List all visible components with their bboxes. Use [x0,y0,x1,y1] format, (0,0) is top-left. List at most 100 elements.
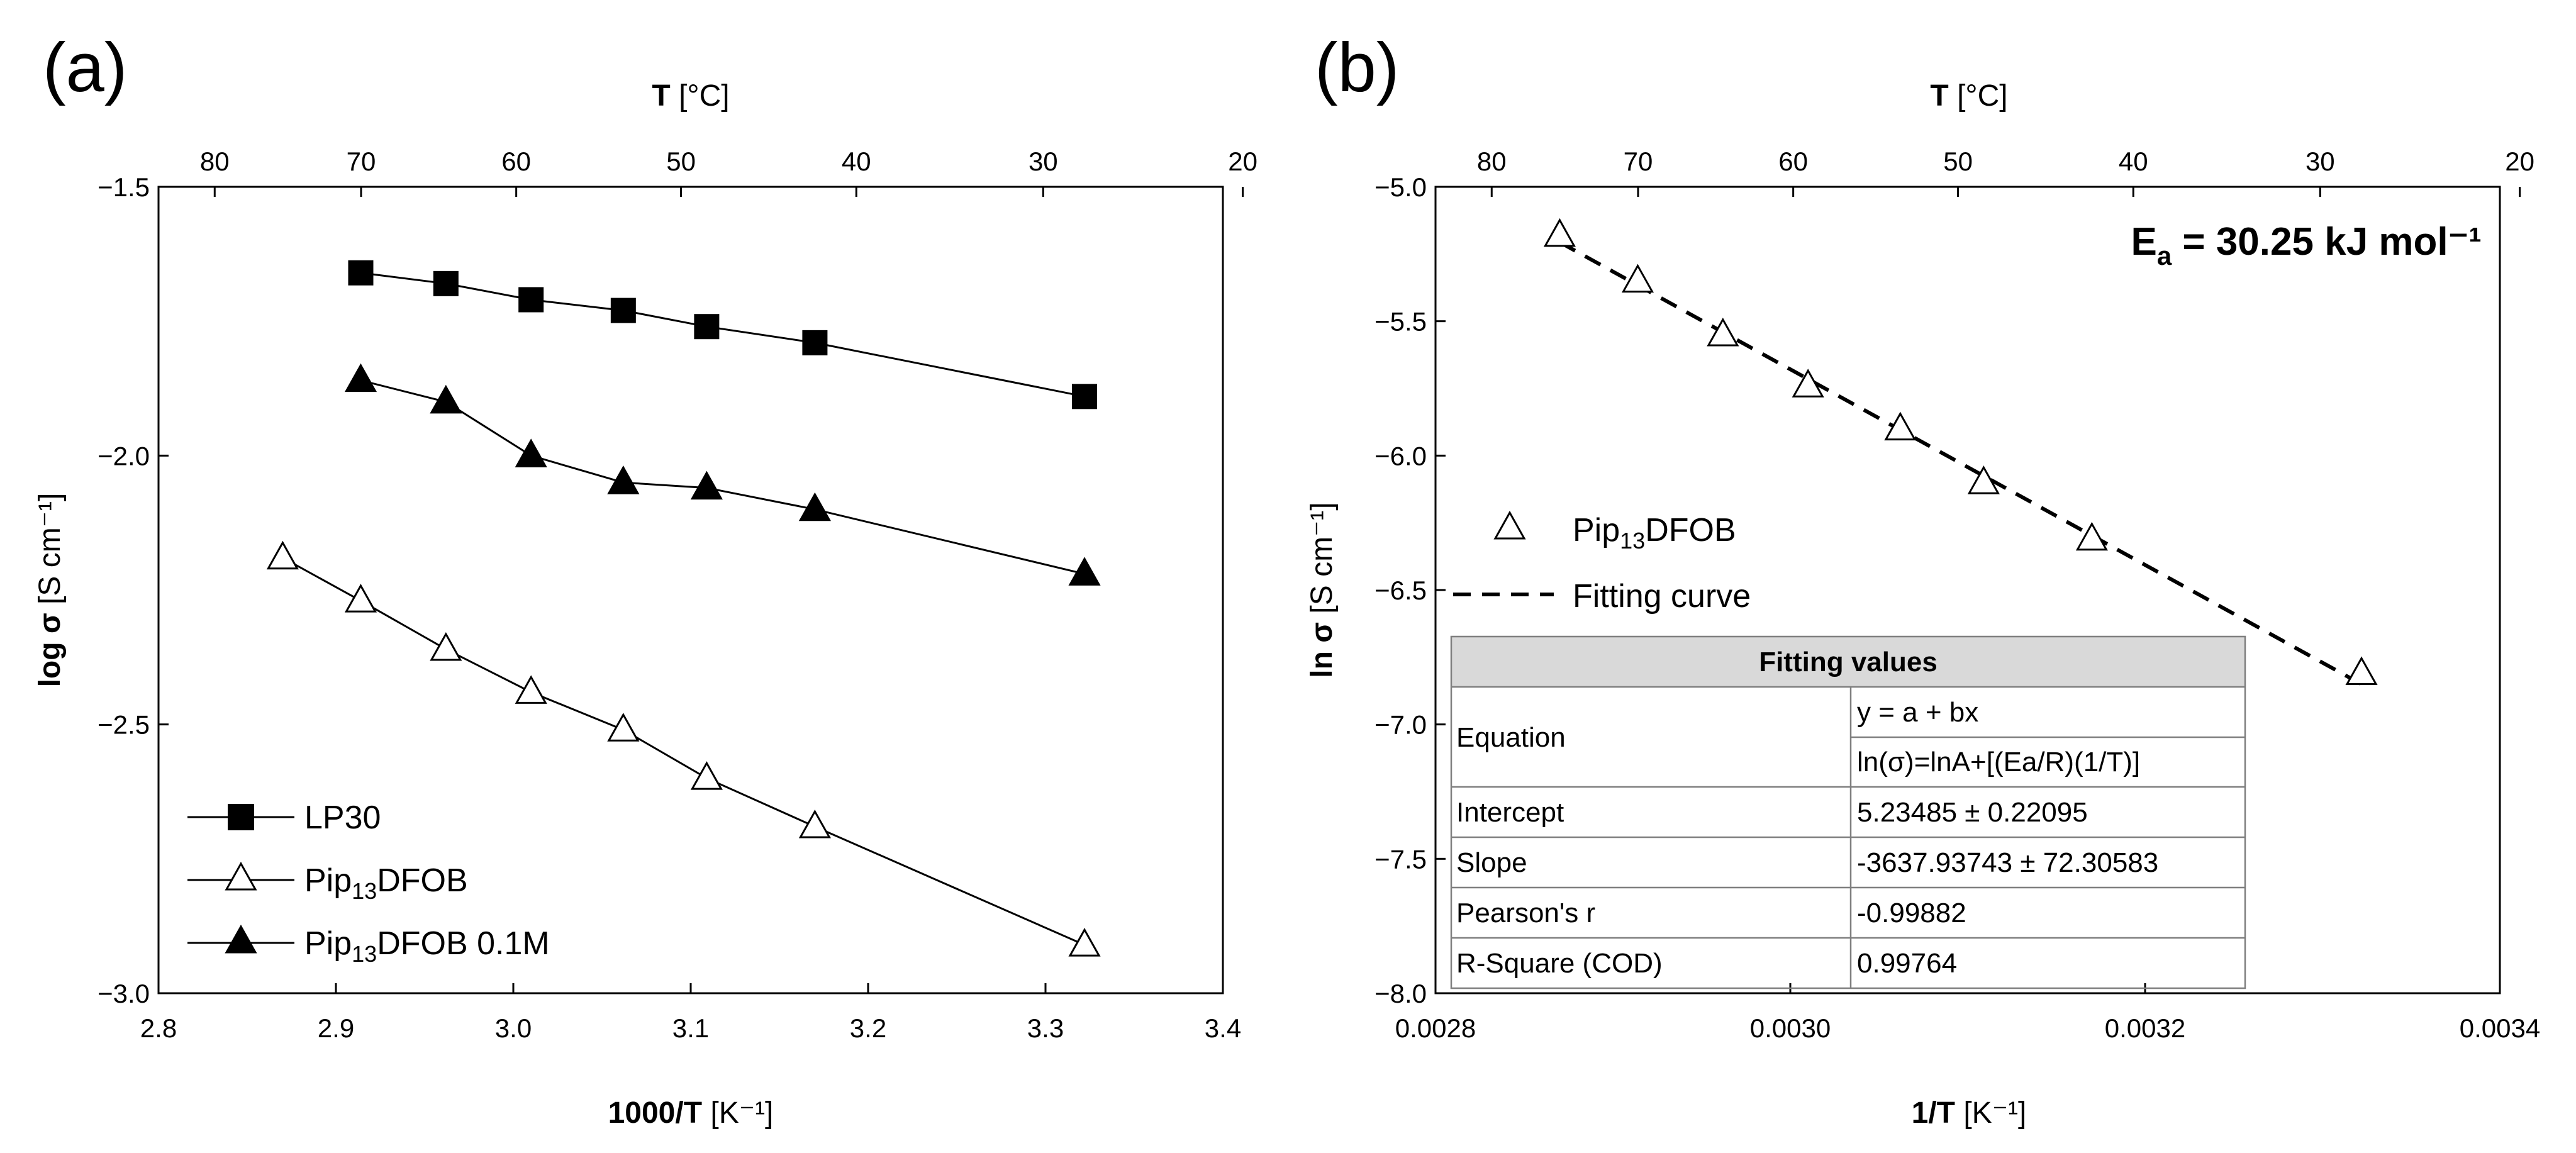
legend-marker-pip13dfob [225,861,257,891]
top-tick-label-a: 20 [1228,147,1257,176]
y-tick-label-a: −2.5 [98,710,150,740]
data-point-b-pip13dfob [2345,656,2378,685]
top-tick-label-b: 50 [1943,147,1973,176]
table-cell-value: ln(σ)=lnA+[(Ea/R)(1/T)] [1857,747,2140,777]
top-x-axis-title-b: T [°C] [1930,79,2007,113]
x-tick-label-b: 0.0030 [1750,1013,1831,1043]
y-tick-label-b: −5.5 [1374,307,1427,337]
legend-marker-pip13dfob-0-1m [225,924,257,954]
series-line-lp30 [360,272,1085,398]
panel-b-label: (b) [1315,29,1399,106]
data-point-pip13dfob [430,632,462,661]
data-point-pip13dfob-0-1m [798,492,831,521]
legend-label-lp30: LP30 [304,799,381,836]
table-row-label: Intercept [1456,797,1564,828]
table-row-label: Slope [1456,847,1527,878]
data-point-lp30 [348,260,374,286]
chart-panel-a: 2.8 2.9 3.0 3.1 3.2 3.3 3.4 −3.0 −2.5 −2.0 −1.5 80 7… [33,79,1257,1130]
top-tick-label-a: 60 [501,147,531,176]
top-tick-label-a: 50 [666,147,696,176]
y-axis-title-b: ln σ [S cm⁻¹] [1305,502,1339,678]
data-point-pip13dfob [266,540,299,570]
table-cell-value: -0.99882 [1857,898,1966,928]
activation-energy-annotation: Ea = 30.25 kJ mol⁻¹ [2131,220,2482,270]
legend-label-pip13dfob-0-1m: Pip13DFOB 0.1M [304,925,550,967]
y-tick-label-a: −3.0 [98,979,150,1008]
y-tick-label-b: −7.0 [1374,710,1427,740]
table-cell-value: -3637.93743 ± 72.30583 [1857,847,2158,878]
data-point-b-pip13dfob [1967,465,2000,494]
x-tick-label-b: 0.0028 [1395,1013,1476,1043]
data-point-lp30 [610,298,636,323]
data-point-b-pip13dfob [2075,521,2108,551]
y-tick-label-b: −6.5 [1374,576,1427,605]
top-tick-label-a: 70 [347,147,376,176]
series-line-pip13dfob-0-1m [360,379,1085,575]
x-tick-label-b: 0.0034 [2460,1013,2540,1043]
legend-label-pip13dfob: Pip13DFOB [304,862,468,904]
top-tick-label-b: 80 [1477,147,1507,176]
table-title: Fitting values [1759,647,1938,677]
x-tick-label-a: 2.8 [140,1013,177,1043]
top-tick-label-b: 60 [1778,147,1808,176]
data-point-pip13dfob [798,809,831,838]
y-tick-label-b: −7.5 [1374,844,1427,874]
y-tick-label-b: −8.0 [1374,979,1427,1008]
x-tick-label-a: 3.3 [1027,1013,1064,1043]
data-point-pip13dfob-0-1m [690,471,723,500]
data-point-pip13dfob [607,713,640,742]
top-x-axis-title-a: T [°C] [652,79,729,113]
fitting-curve-line [1558,240,2363,686]
y-tick-label-a: −2.0 [98,441,150,471]
table-row-label: R-Square (COD) [1456,948,1663,979]
data-point-pip13dfob-0-1m [344,363,377,393]
x-axis-title-b: 1/T [K⁻¹] [1912,1096,2027,1130]
data-point-pip13dfob-0-1m [1068,557,1101,586]
top-tick-label-b: 70 [1624,147,1653,176]
top-tick-label-a: 30 [1029,147,1058,176]
x-tick-label-a: 3.1 [672,1013,709,1043]
data-point-pip13dfob-0-1m [607,465,640,494]
data-point-lp30 [518,287,544,313]
y-axis-title-a: log σ [S cm⁻¹] [33,493,67,688]
top-tick-label-b: 20 [2505,147,2534,176]
legend-b: Pip13DFOB Fitting curve [1453,510,1751,615]
legend-marker-lp30 [228,804,254,830]
legend-label-fitting-curve: Fitting curve [1573,578,1751,615]
x-tick-label-a: 3.4 [1205,1013,1241,1043]
data-point-lp30 [433,270,459,296]
table-cell-value: y = a + bx [1857,697,1978,728]
top-tick-label-a: 40 [842,147,871,176]
data-point-pip13dfob [515,675,547,704]
data-point-pip13dfob [1068,928,1101,957]
top-tick-label-b: 30 [2306,147,2335,176]
data-point-b-pip13dfob [1621,264,1654,293]
data-point-lp30 [802,330,828,355]
table-row-label: Pearson's r [1456,898,1595,928]
data-point-pip13dfob-0-1m [515,438,547,467]
y-tick-label-b: −5.0 [1374,172,1427,202]
x-tick-label-a: 3.0 [495,1013,532,1043]
x-tick-label-a: 3.2 [850,1013,886,1043]
data-point-pip13dfob [344,584,377,613]
data-point-pip13dfob-0-1m [430,384,462,414]
table-header-background [1451,637,2245,687]
table-row-label: Equation [1456,722,1566,753]
legend-marker-b-pip13dfob [1493,510,1526,540]
legend-a: LP30 Pip13DFOB Pip13DFOB 0.1M [187,799,550,967]
data-point-b-pip13dfob [1707,317,1739,347]
data-point-b-pip13dfob [1884,411,1917,441]
data-point-lp30 [1072,384,1098,409]
top-tick-label-b: 40 [2119,147,2148,176]
data-point-pip13dfob [690,761,723,790]
data-point-b-pip13dfob [1792,369,1824,398]
y-tick-label-a: −1.5 [98,172,150,202]
x-tick-label-a: 2.9 [318,1013,354,1043]
table-cell-value: 0.99764 [1857,948,1957,979]
data-point-b-pip13dfob [1543,218,1576,247]
x-tick-label-b: 0.0032 [2105,1013,2185,1043]
x-axis-title-a: 1000/T [K⁻¹] [608,1096,774,1130]
fitting-table: Fitting values Equation y = a + bx ln(σ)… [1450,635,2246,989]
data-point-lp30 [694,314,720,340]
